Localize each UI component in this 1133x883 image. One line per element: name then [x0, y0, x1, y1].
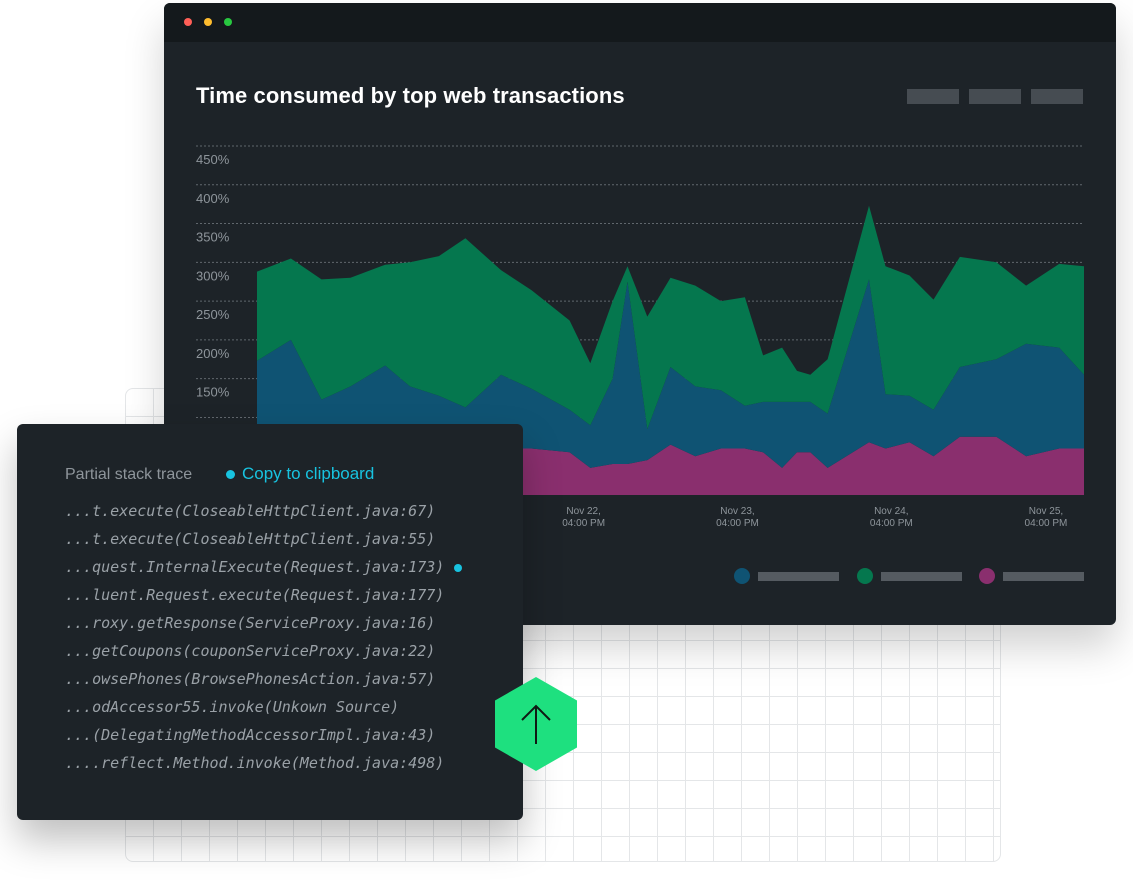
- area-series-3: [257, 205, 1084, 430]
- chart-title: Time consumed by top web transactions: [196, 83, 625, 108]
- legend-label-series-2: [881, 572, 962, 581]
- y-tick-label: 200%: [196, 346, 230, 361]
- stack-trace-line[interactable]: ...(DelegatingMethodAccessorImpl.java:43…: [65, 726, 436, 744]
- stack-trace-label: Partial stack trace: [65, 466, 193, 483]
- x-tick-label: Nov 22,: [566, 506, 600, 517]
- area-series-2: [257, 279, 1084, 468]
- window-titlebar: [164, 3, 1116, 42]
- chart-header-button-3[interactable]: [1031, 89, 1083, 104]
- y-tick-label: 450%: [196, 152, 230, 167]
- x-tick-label: 04:00 PM: [562, 518, 605, 529]
- highlight-marker-icon: [454, 563, 463, 572]
- x-tick-label: 04:00 PM: [1025, 518, 1068, 529]
- stack-trace-line[interactable]: ...getCoupons(couponServiceProxy.java:22…: [65, 642, 436, 660]
- y-tick-label: 150%: [196, 385, 230, 400]
- stack-trace-line[interactable]: ...owsePhones(BrowsePhonesAction.java:57…: [65, 670, 436, 688]
- legend-label-series-3: [1003, 572, 1084, 581]
- stack-trace-line[interactable]: ...quest.InternalExecute(Request.java:17…: [65, 553, 463, 581]
- copy-indicator-icon: [226, 469, 235, 479]
- close-window-dot[interactable]: [184, 18, 192, 26]
- x-tick-label: 04:00 PM: [870, 518, 913, 529]
- legend-swatch-series-2: [857, 568, 873, 584]
- x-tick-label: Nov 24,: [874, 506, 908, 517]
- y-tick-label: 300%: [196, 268, 230, 283]
- y-tick-label: 250%: [196, 307, 230, 322]
- arrow-up-icon: [495, 677, 577, 771]
- stack-trace-line[interactable]: ...luent.Request.execute(Request.java:17…: [65, 586, 445, 604]
- y-tick-label: 350%: [196, 230, 230, 245]
- stack-trace-line[interactable]: ...odAccessor55.invoke(Unkown Source): [65, 698, 400, 716]
- chart-header-button-1[interactable]: [907, 89, 959, 104]
- stack-trace-line[interactable]: ...t.execute(CloseableHttpClient.java:67…: [65, 502, 436, 520]
- stack-trace-panel: Partial stack trace Copy to clipboard ..…: [17, 424, 523, 820]
- legend-swatch-series-3: [979, 568, 995, 584]
- stack-trace-line[interactable]: ...t.execute(CloseableHttpClient.java:55…: [65, 530, 436, 548]
- legend-label-series-1: [758, 572, 839, 581]
- x-tick-label: Nov 25,: [1029, 506, 1063, 517]
- stack-trace-line[interactable]: ....reflect.Method.invoke(Method.java:49…: [65, 754, 445, 772]
- chart-header-button-2[interactable]: [969, 89, 1021, 104]
- stack-trace-line[interactable]: ...roxy.getResponse(ServiceProxy.java:16…: [65, 614, 436, 632]
- x-tick-label: 04:00 PM: [716, 518, 759, 529]
- legend-swatch-series-1: [734, 568, 750, 584]
- copy-to-clipboard-label: Copy to clipboard: [242, 464, 375, 483]
- y-tick-label: 400%: [196, 191, 230, 206]
- x-tick-label: Nov 23,: [720, 506, 754, 517]
- maximize-window-dot[interactable]: [224, 18, 232, 26]
- stack-trace-lines: ...t.execute(CloseableHttpClient.java:67…: [65, 497, 463, 777]
- copy-to-clipboard-link[interactable]: Copy to clipboard: [226, 464, 374, 484]
- upload-hex-button[interactable]: [495, 677, 577, 771]
- minimize-window-dot[interactable]: [204, 18, 212, 26]
